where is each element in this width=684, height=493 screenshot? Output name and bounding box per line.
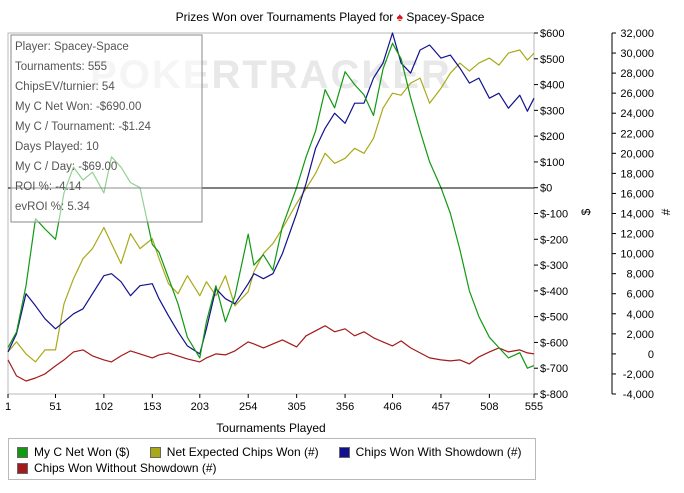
stats-line: Days Played: 10 [15, 141, 99, 153]
legend-swatch [338, 446, 350, 458]
y-right-tick-label: 16,000 [620, 188, 654, 200]
x-tick-label: 153 [143, 401, 161, 413]
series-line-3 [7, 325, 535, 382]
y-left-tick-label: $-300 [540, 260, 568, 272]
y-right-tick-label: -4,000 [623, 389, 654, 401]
y-right-tick-label: 30,000 [620, 48, 654, 60]
y-right-tick-label: 26,000 [620, 88, 654, 100]
y-left-tick-label: $0 [540, 183, 552, 195]
y-left-tick-label: $100 [540, 157, 564, 169]
y-left-tick-label: $-600 [540, 337, 568, 349]
legend-swatch [149, 446, 161, 458]
x-tick-label: 356 [336, 401, 354, 413]
chart-title: Prizes Won over Tournaments Played for ♠… [176, 10, 485, 24]
y-right-tick-label: 4,000 [626, 309, 654, 321]
y-axis-right-label: # [659, 208, 673, 215]
y-left-tick-label: $300 [540, 105, 564, 117]
y-left-tick-label: $-500 [540, 312, 568, 324]
x-tick-label: 406 [383, 401, 401, 413]
x-tick-label: 555 [525, 401, 543, 413]
y-right-tick-label: 14,000 [620, 209, 654, 221]
stats-line: My C / Day: -$69.00 [15, 161, 117, 173]
x-tick-label: 203 [191, 401, 209, 413]
y-right-tick-label: 12,000 [620, 229, 654, 241]
y-right-tick-label: 24,000 [620, 108, 654, 120]
y-right-tick-label: 2,000 [626, 329, 654, 341]
legend-swatch [17, 462, 28, 474]
y-left-tick-label: $-400 [540, 286, 568, 298]
x-tick-label: 1 [5, 401, 11, 413]
y-left-tick-label: $-700 [540, 363, 568, 375]
stats-line: evROI %: 5.34 [15, 201, 90, 213]
y-left-tick-label: $-100 [540, 209, 568, 221]
stats-line: Player: Spacey-Space [15, 41, 129, 53]
x-tick-label: 508 [480, 401, 498, 413]
legend-swatch [17, 446, 28, 458]
y-left-tick-label: $-200 [540, 234, 568, 246]
stats-line: ChipsEV/turnier: 54 [15, 81, 115, 93]
y-right-tick-label: 32,000 [620, 28, 654, 40]
y-right-tick-label: 20,000 [620, 148, 654, 160]
y-axis-left: $600 $500 $400 $300 $200 $100 $0 $-100 $-200 $-30… [534, 28, 568, 401]
y-right-tick-label: 0 [648, 349, 654, 361]
series-lines [7, 32, 535, 382]
legend-row-2: Chips Won Without Showdown (#) [17, 461, 217, 475]
stats-line: My C / Tournament: -$1.24 [15, 121, 152, 133]
legend-item-showdown: Chips Won With Showdown (#) [338, 445, 522, 459]
y-right-tick-label: 8,000 [626, 269, 654, 281]
x-tick-label: 254 [239, 401, 257, 413]
stats-line: ROI %: -4.14 [15, 181, 82, 193]
y-left-tick-label: $400 [540, 80, 564, 92]
x-tick-label: 457 [432, 401, 450, 413]
stats-line: Tournaments: 555 [15, 61, 107, 73]
stats-box: Player: Spacey-Space Tournaments: 555 Chip… [10, 34, 203, 223]
y-right-tick-label: 22,000 [620, 128, 654, 140]
y-axis-right: 32,000 30,000 28,000 26,000 24,000 22,000 20,0… [611, 28, 654, 401]
y-axis-left-label: $ [579, 208, 593, 215]
series-line-1 [7, 49, 535, 363]
y-left-tick-label: $600 [540, 28, 564, 40]
legend-row-1: My C Net Won ($) Net Expected Chips Won … [17, 445, 522, 459]
legend-item-without-showdown: Chips Won Without Showdown (#) [17, 461, 217, 475]
legend: My C Net Won ($) Net Expected Chips Won … [8, 438, 536, 480]
stats-box-frame [10, 34, 203, 223]
y-right-tick-label: 6,000 [626, 289, 654, 301]
y-left-tick-label: $500 [540, 54, 564, 66]
legend-item-expected-chips: Net Expected Chips Won (#) [149, 445, 319, 459]
y-right-tick-label: 10,000 [620, 249, 654, 261]
x-tick-label: 102 [95, 401, 113, 413]
spade-icon: ♠ [397, 10, 407, 24]
y-right-tick-label: 18,000 [620, 168, 654, 180]
stats-line: My C Net Won: -$690.00 [15, 101, 141, 113]
series-line-2 [7, 32, 535, 355]
x-tick-label: 305 [287, 401, 305, 413]
x-tick-label: 51 [49, 401, 61, 413]
chart: Prizes Won over Tournaments Played for ♠… [5, 10, 673, 435]
legend-item-net-won: My C Net Won ($) [17, 445, 130, 459]
x-axis: 1 51 102 153 203 254 305 356 406 457 508 555 [5, 394, 543, 413]
y-left-tick-label: $-800 [540, 389, 568, 401]
y-right-tick-label: -2,000 [623, 369, 654, 381]
x-axis-label: Tournaments Played [216, 421, 325, 435]
y-left-tick-label: $200 [540, 131, 564, 143]
y-right-tick-label: 28,000 [620, 68, 654, 80]
